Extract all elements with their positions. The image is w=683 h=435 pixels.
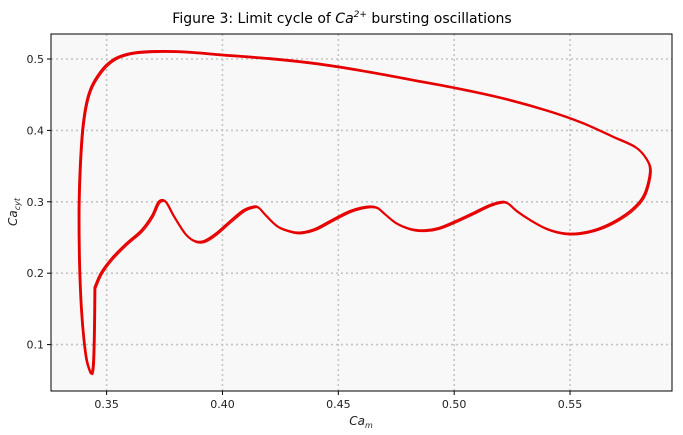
x-axis-label: Cam [349, 414, 373, 430]
y-tick-label: 0.3 [27, 196, 45, 209]
y-tick-label: 0.4 [27, 124, 45, 137]
plot-frame [50, 33, 673, 392]
x-tick-label: 0.35 [94, 398, 119, 411]
y-axis-label: Cacyt [6, 197, 22, 226]
x-axis: 0.35 0.40 0.45 0.50 0.55 [94, 391, 582, 411]
x-tick-label: 0.55 [558, 398, 583, 411]
y-axis: 0.1 0.2 0.3 0.4 0.5 [27, 53, 51, 352]
plot-area [51, 34, 672, 391]
series-line-0 [77, 50, 652, 375]
x-tick-label: 0.40 [210, 398, 235, 411]
y-tick-label: 0.1 [27, 339, 45, 352]
x-tick-label: 0.50 [442, 398, 467, 411]
y-tick-label: 0.5 [27, 53, 45, 66]
x-tick-label: 0.45 [326, 398, 351, 411]
series-line-0-overlap [79, 51, 652, 376]
series-layer [77, 50, 652, 376]
y-tick-label: 0.2 [27, 267, 45, 280]
chart-title: Figure 3: Limit cycle of Ca2+ bursting o… [172, 10, 511, 27]
grid [51, 34, 672, 391]
